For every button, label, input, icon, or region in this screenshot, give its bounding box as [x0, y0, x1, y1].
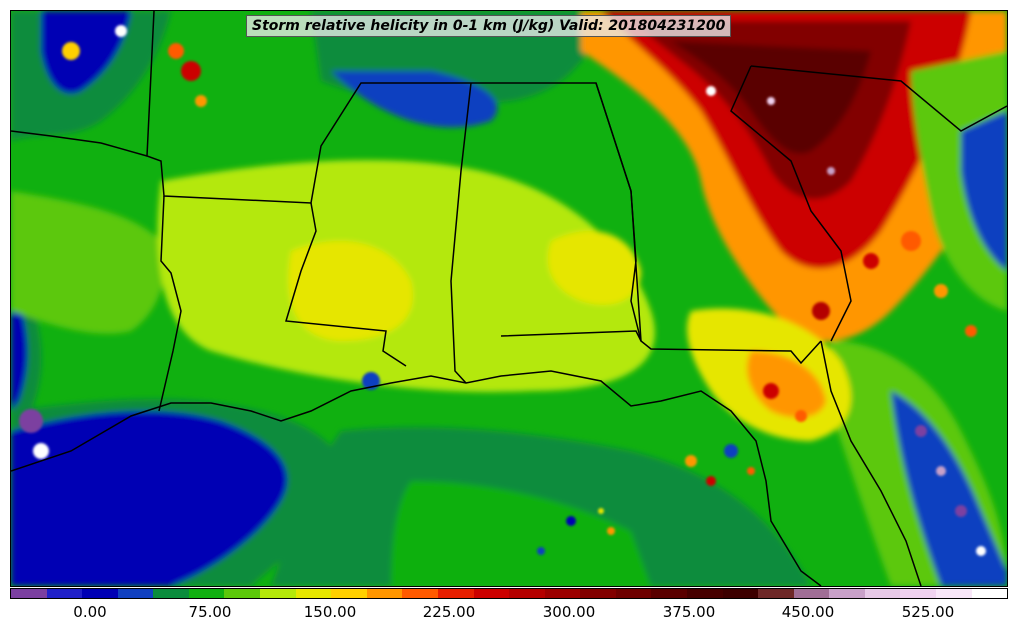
colorbar-swatch [615, 589, 652, 598]
colorbar-swatch [864, 589, 901, 598]
colorbar-swatch [224, 589, 261, 598]
colorbar-swatch [117, 589, 154, 598]
colorbar-swatch [331, 589, 367, 598]
colorbar-tick-label: 300.00 [542, 603, 596, 621]
colorbar-swatch [153, 589, 189, 598]
colorbar-swatch [509, 589, 545, 598]
colorbar-swatch [971, 589, 1008, 598]
colorbar-tick-label: 75.00 [188, 603, 232, 621]
colorbar-swatch [829, 589, 865, 598]
field-contours [11, 11, 1007, 586]
colorbar-tick-label: 225.00 [422, 603, 476, 621]
colorbar-swatch [793, 589, 830, 598]
helicity-map [10, 10, 1008, 587]
colorbar-swatch [437, 589, 474, 598]
colorbar-swatch [722, 589, 759, 598]
colorbar-swatch [188, 589, 225, 598]
colorbar [10, 588, 1008, 599]
map-title: Storm relative helicity in 0-1 km (J/kg)… [246, 15, 732, 37]
colorbar-tick-label: 150.00 [303, 603, 357, 621]
colorbar-swatch [402, 589, 438, 598]
colorbar-swatch [544, 589, 581, 598]
boundaries [11, 11, 1007, 586]
colorbar-swatch [473, 589, 510, 598]
colorbar-tick-label: 450.00 [781, 603, 835, 621]
colorbar-swatch [46, 589, 83, 598]
colorbar-tick-label: 375.00 [662, 603, 716, 621]
colorbar-tick-label: 525.00 [901, 603, 955, 621]
colorbar-swatch [295, 589, 332, 598]
colorbar-tick-label: 0.00 [73, 603, 107, 621]
colorbar-swatch [366, 589, 403, 598]
colorbar-swatch [936, 589, 972, 598]
colorbar-swatch [580, 589, 616, 598]
colorbar-swatch [651, 589, 687, 598]
colorbar-swatch [686, 589, 723, 598]
colorbar-swatch [11, 589, 47, 598]
colorbar-swatch [900, 589, 937, 598]
colorbar-swatch [82, 589, 118, 598]
convective-cells [19, 25, 986, 556]
colorbar-swatch [758, 589, 794, 598]
colorbar-swatch [260, 589, 296, 598]
